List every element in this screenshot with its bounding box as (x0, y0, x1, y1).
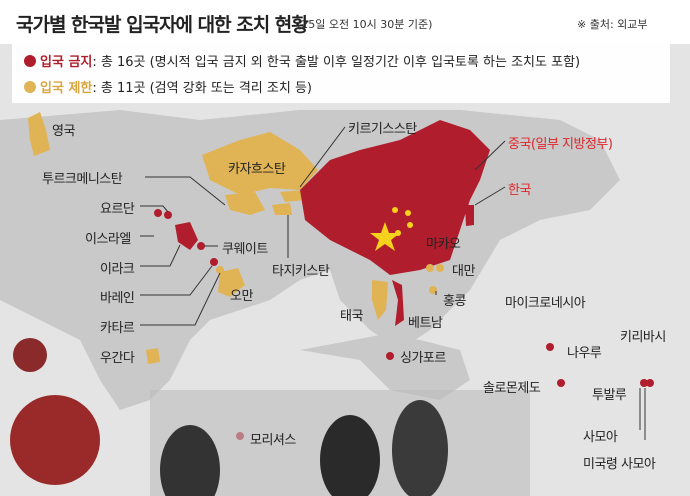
label-mauritius: 모리셔스 (250, 433, 296, 448)
label-tajikistan: 타지키스탄 (272, 264, 330, 279)
label-thailand: 태국 (340, 309, 363, 324)
uganda-shape (146, 348, 160, 364)
uk-shape (28, 112, 50, 156)
red-dot-icon (24, 55, 36, 67)
label-micronesia: 마이크로네시아 (505, 296, 586, 311)
label-uganda: 우간다 (100, 351, 135, 366)
label-jordan: 요르단 (100, 202, 135, 217)
label-american-samoa: 미국령 사모아 (583, 457, 656, 472)
leader-lines (140, 126, 646, 440)
turkmenistan-shape (225, 192, 265, 215)
vietnam-shape (392, 280, 404, 326)
label-vietnam: 베트남 (408, 316, 443, 331)
source: ※ 출처: 외교부 (577, 18, 648, 31)
kazakhstan-shape (202, 132, 318, 195)
restricted-countries (28, 112, 388, 364)
label-singapore: 싱가포르 (400, 351, 446, 366)
oman-shape (218, 268, 245, 297)
label-kiribati: 키리바시 (620, 330, 666, 345)
legend: 입국 금지: 총 16곳 (명시적 입국 금지 외 한국 출발 이후 일정기간 … (12, 43, 670, 103)
page-title: 국가별 한국발 입국자에 대한 조치 현황 (16, 14, 309, 36)
label-iraq: 이라크 (100, 262, 135, 277)
yellow-dot-icon (24, 81, 36, 93)
korea-shape (465, 205, 474, 226)
photo-area (10, 338, 530, 496)
label-uk: 영국 (52, 124, 75, 139)
kyrgyzstan-shape (280, 190, 305, 202)
label-samoa: 사모아 (583, 430, 618, 445)
label-tuvalu: 투발루 (592, 388, 627, 403)
virus-icon (10, 395, 100, 485)
label-kuwait: 쿠웨이트 (222, 242, 268, 257)
label-macau: 마카오 (426, 237, 461, 252)
iraq-shape (175, 222, 198, 250)
label-qatar: 카타르 (100, 321, 135, 336)
label-turkmenistan: 투르크메니스탄 (42, 172, 123, 187)
label-hongkong: 홍콩 (443, 294, 466, 309)
thailand-shape (372, 280, 388, 320)
tajikistan-shape (272, 203, 292, 215)
label-oman: 오만 (230, 289, 253, 304)
banned-countries (175, 120, 490, 326)
label-kazakhstan: 카자흐스탄 (228, 162, 286, 177)
label-china: 중국(일부 지방정부) (508, 137, 613, 152)
label-korea: 한국 (508, 183, 531, 198)
header: 국가별 한국발 입국자에 대한 조치 현황 (25일 오전 10시 30분 기준… (0, 0, 690, 44)
label-solomon: 솔로몬제도 (483, 381, 541, 396)
legend-restrict: 입국 제한: 총 11곳 (검역 강화 또는 격리 조치 등) (24, 77, 312, 96)
china-flag-stars (370, 207, 413, 251)
label-nauru: 나우루 (567, 346, 602, 361)
label-kyrgyzstan: 키르기스스탄 (348, 122, 417, 137)
china-shape (300, 120, 490, 275)
virus-icon (13, 338, 47, 372)
label-bahrain: 바레인 (100, 291, 135, 306)
legend-ban: 입국 금지: 총 16곳 (명시적 입국 금지 외 한국 출발 이후 일정기간 … (24, 51, 580, 70)
label-taiwan: 대만 (452, 264, 475, 279)
as-of-time: (25일 오전 10시 30분 기준) (297, 18, 433, 31)
label-israel: 이스라엘 (85, 232, 131, 247)
